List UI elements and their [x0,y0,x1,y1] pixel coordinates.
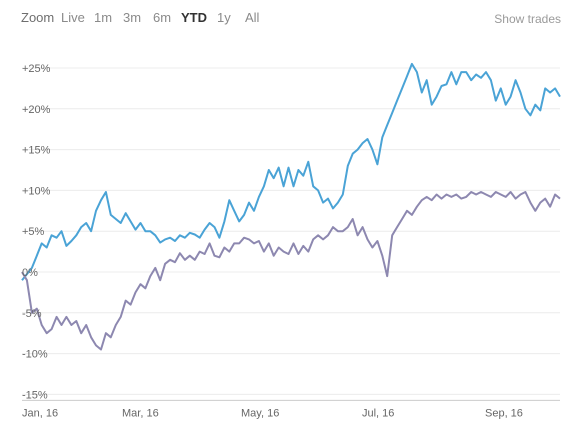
grid-lines [22,67,560,395]
x-tick-label: Jan, 16 [22,407,58,419]
y-tick-label: +15% [22,145,51,157]
y-tick-label: +10% [22,185,51,197]
y-tick-label: -15% [22,389,48,401]
x-axis-labels: Jan, 16 Mar, 16 May, 16 Jul, 16 Sep, 16 [22,407,523,419]
x-tick-label: Sep, 16 [485,407,523,419]
y-tick-label: -10% [22,349,48,361]
range-button-live[interactable]: Live [61,10,85,25]
y-tick-label: -5% [22,308,42,320]
range-selector-toolbar: Zoom Live 1m 3m 6m YTD 1y All Show trade… [0,0,583,34]
x-tick-label: Mar, 16 [122,407,159,419]
range-button-ytd[interactable]: YTD [181,10,207,25]
x-tick-label: May, 16 [241,407,279,419]
series-line-2 [21,191,561,351]
series-line-1 [21,62,561,281]
range-button-1y[interactable]: 1y [217,10,231,25]
zoom-label: Zoom [21,10,55,25]
y-axis-labels: +25% +20% +15% +10% +5% 0% -5% -10% -15% [22,63,51,401]
series-lines [21,62,561,351]
y-tick-label: 0% [22,267,38,279]
range-button-1m[interactable]: 1m [94,10,113,25]
y-tick-label: +20% [22,104,51,116]
range-button-3m[interactable]: 3m [123,10,142,25]
range-button-6m[interactable]: 6m [153,10,172,25]
y-tick-label: +5% [22,226,45,238]
show-trades-button[interactable]: Show trades [494,12,561,26]
y-tick-label: +25% [22,63,51,75]
x-tick-label: Jul, 16 [362,407,394,419]
range-button-all[interactable]: All [245,10,260,25]
